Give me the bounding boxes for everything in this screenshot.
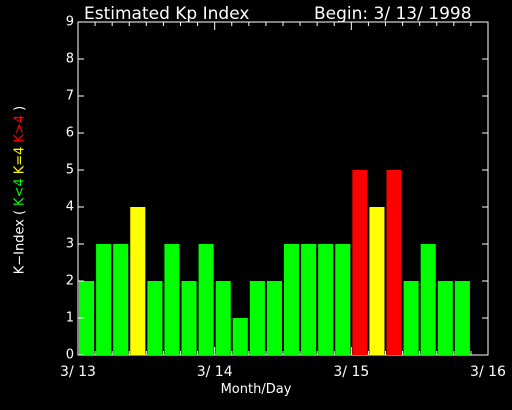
ticks-group [77,21,489,356]
kp-bar [318,244,334,355]
y-tick-label: 4 [65,199,74,215]
kp-bar [232,318,248,355]
y-tick-label: 6 [65,125,74,141]
kp-bar [352,170,368,355]
kp-bar [215,281,231,355]
kp-bar [164,244,180,355]
kp-bar [386,170,402,355]
bars-group [79,170,470,355]
y-tick-label: 0 [65,347,74,363]
kp-bar [403,281,419,355]
y-axis-label-part: K>4 [12,114,28,143]
kp-bar [284,244,300,355]
y-axis-label-part: K=4 [12,146,28,175]
kp-bar [301,244,317,355]
kp-bar [369,207,385,355]
kp-bar [113,244,129,355]
kp-bar [335,244,351,355]
kp-bar [96,244,112,355]
y-tick-label: 5 [65,162,74,178]
y-axis-label: K−Index ( K<4 K=4 K>4) [13,102,28,274]
x-axis-label: Month/Day [220,382,292,397]
kp-bar [437,281,453,355]
x-tick-label: 3/ 16 [470,364,506,380]
kp-bar [181,281,197,355]
chart-title: Estimated Kp Index [84,4,250,24]
kp-bar [454,281,470,355]
kp-bar [249,281,265,355]
y-axis-label-part: ) [12,105,28,111]
y-tick-label: 2 [65,273,74,289]
y-tick-label: 1 [65,310,74,326]
chart-subtitle: Begin: 3/ 13/ 1998 [314,4,472,24]
y-tick-label: 3 [65,236,74,252]
kp-bar [147,281,163,355]
kp-bar [266,281,282,355]
x-tick-label: 3/ 13 [60,364,96,380]
x-tick-label: 3/ 14 [196,364,233,380]
y-tick-label: 9 [65,14,74,30]
kp-bar [198,244,214,355]
y-axis-label-part: K<4 [12,178,28,206]
kp-bar [420,244,436,355]
kp-bar [79,281,95,355]
y-axis-label-part: K−Index [12,219,28,275]
y-tick-label: 8 [65,51,74,67]
x-tick-label: 3/ 15 [333,364,370,380]
y-axis-label-part: ( [12,209,28,216]
y-tick-label: 7 [65,88,74,104]
kp-bar [130,207,146,355]
